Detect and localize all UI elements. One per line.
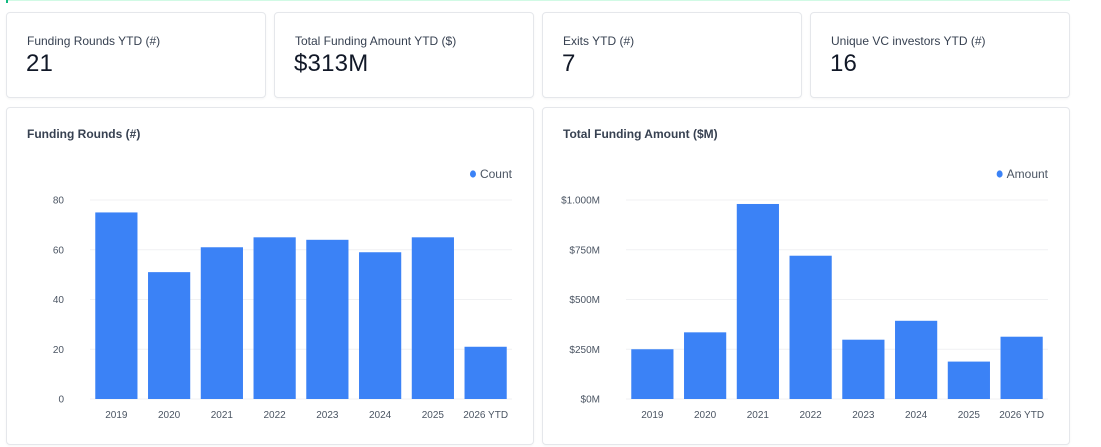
chart-card-total-funding: Total Funding Amount ($M) $0M $250M $500M $… [542, 107, 1070, 445]
x-tick-label: 2019 [105, 410, 128, 421]
x-tick-label: 2026 YTD [463, 410, 508, 421]
y-tick-label: $0M [581, 395, 600, 406]
y-tick-label: 0 [58, 395, 64, 406]
kpi-label: Total Funding Amount YTD ($) [295, 34, 457, 48]
legend[interactable]: Amount [996, 167, 1049, 181]
kpi-card-exits: Exits YTD (#) 7 [542, 12, 802, 98]
funding-rounds-bar-chart: 0 20 40 60 80 2019 2020 2021 2022 2023 2024 2025 202… [53, 167, 513, 421]
x-tick-label: 2023 [852, 410, 875, 421]
bar-2024[interactable] [895, 320, 938, 399]
bar-2024[interactable] [359, 252, 402, 399]
bar-2020[interactable] [684, 332, 727, 399]
x-tick-label: 2024 [905, 410, 928, 421]
kpi-label: Funding Rounds YTD (#) [27, 34, 161, 48]
x-tick-label: 2022 [264, 410, 287, 421]
x-tick-label: 2019 [641, 410, 664, 421]
kpi-label: Unique VC investors YTD (#) [831, 34, 986, 48]
kpi-card-total-funding: Total Funding Amount YTD ($) $313M [274, 12, 534, 98]
total-funding-bar-chart: $0M $250M $500M $750M $1.000M 2019 2020 2021 202… [561, 167, 1049, 421]
y-tick-label: $250M [569, 345, 600, 356]
bar-2023[interactable] [306, 239, 349, 399]
y-tick-label: $1.000M [561, 196, 600, 207]
bar-2021[interactable] [736, 203, 779, 399]
bar-2019[interactable] [95, 212, 138, 399]
y-tick-label: 20 [53, 345, 65, 356]
legend-label: Count [480, 167, 513, 181]
kpi-card-unique-investors: Unique VC investors YTD (#) 16 [810, 12, 1070, 98]
bar-2020[interactable] [148, 272, 191, 399]
bar-2023[interactable] [842, 339, 885, 399]
x-tick-label: 2023 [316, 410, 339, 421]
bar-2025[interactable] [411, 237, 454, 399]
bar-2026-ytd[interactable] [1000, 336, 1043, 399]
y-tick-label: 60 [53, 245, 65, 256]
x-tick-label: 2025 [958, 410, 981, 421]
bar-2019[interactable] [631, 349, 674, 399]
x-tick-label: 2025 [422, 410, 445, 421]
y-tick-label: 40 [53, 295, 65, 306]
bar-2021[interactable] [200, 247, 243, 399]
bar-2025[interactable] [947, 361, 990, 399]
y-tick-label: $500M [569, 295, 600, 306]
chart-title: Total Funding Amount ($M) [563, 127, 718, 141]
legend-swatch [996, 170, 1003, 178]
bar-2026-ytd[interactable] [464, 346, 507, 399]
x-tick-label: 2024 [369, 410, 392, 421]
x-tick-label: 2026 YTD [999, 410, 1044, 421]
top-accent-mark [6, 0, 8, 3]
y-tick-label: $750M [569, 245, 600, 256]
legend-label: Amount [1007, 167, 1049, 181]
chart-card-funding-rounds: Funding Rounds (#) 0 20 40 60 80 2019 2020 2021… [6, 107, 534, 445]
bar-2022[interactable] [253, 237, 296, 399]
legend[interactable]: Count [469, 167, 513, 181]
legend-swatch [469, 170, 476, 178]
kpi-value: 21 [26, 50, 54, 77]
kpi-value: 7 [562, 50, 576, 77]
y-tick-label: 80 [53, 196, 65, 207]
kpi-value: $313M [294, 50, 369, 77]
x-tick-label: 2021 [211, 410, 234, 421]
x-tick-label: 2022 [800, 410, 823, 421]
chart-title: Funding Rounds (#) [27, 127, 141, 141]
kpi-card-funding-rounds: Funding Rounds YTD (#) 21 [6, 12, 266, 98]
x-tick-label: 2021 [747, 410, 770, 421]
x-tick-label: 2020 [158, 410, 181, 421]
kpi-label: Exits YTD (#) [563, 34, 635, 48]
bar-2022[interactable] [789, 255, 832, 399]
kpi-value: 16 [830, 50, 858, 77]
x-tick-label: 2020 [694, 410, 717, 421]
top-accent-line [6, 0, 1070, 4]
